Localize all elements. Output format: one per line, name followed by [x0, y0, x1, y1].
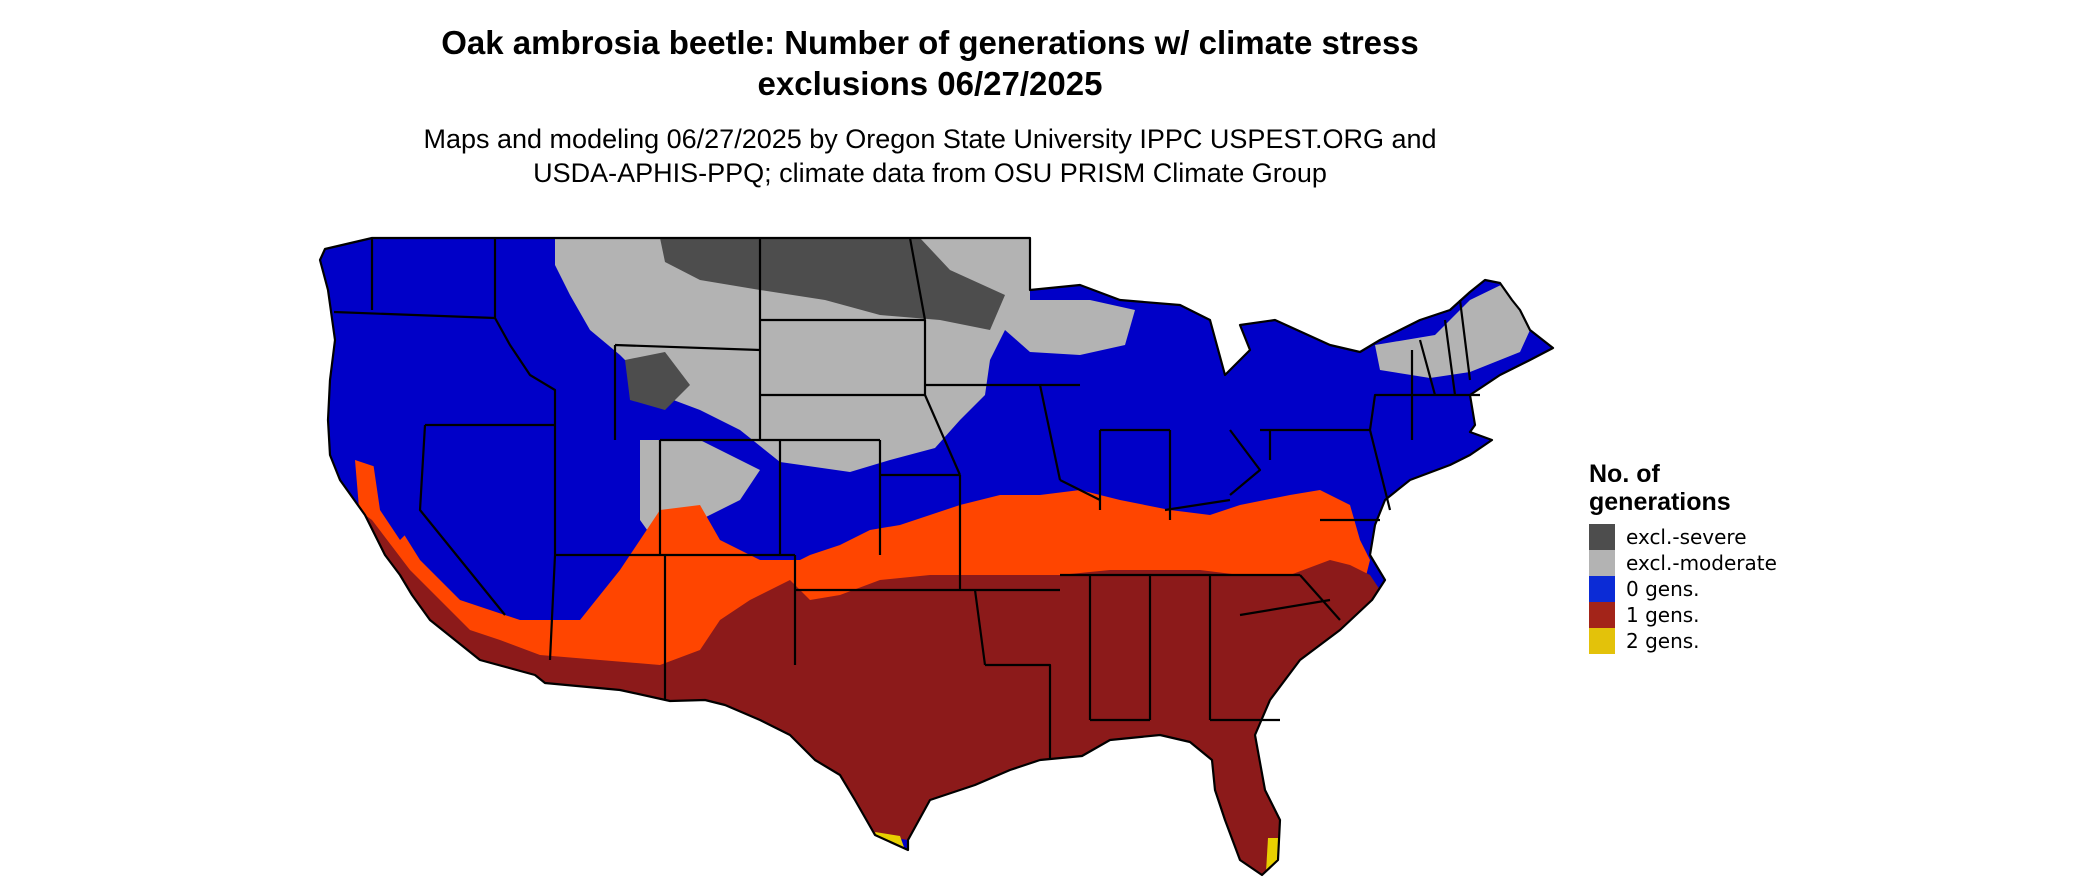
- map-title-line2: exclusions 06/27/2025: [757, 65, 1103, 102]
- map-subtitle-line1: Maps and modeling 06/27/2025 by Oregon S…: [423, 124, 1437, 154]
- legend-swatch: [1589, 524, 1615, 550]
- map-subtitle-line2: USDA-APHIS-PPQ; climate data from OSU PR…: [533, 158, 1327, 188]
- legend-title-line1: No. of: [1589, 460, 1660, 488]
- legend-item: excl.-severe: [1589, 524, 1789, 550]
- generation-zones: [320, 238, 1553, 875]
- map-title: Oak ambrosia beetle: Number of generatio…: [330, 22, 1530, 104]
- map-title-line1: Oak ambrosia beetle: Number of generatio…: [441, 24, 1419, 61]
- legend-swatch: [1589, 550, 1615, 576]
- zone-excl-severe-north: [660, 238, 1005, 330]
- legend-item: 0 gens.: [1589, 576, 1789, 602]
- zone-excl-moderate-great-lakes: [1005, 300, 1135, 355]
- legend-swatch: [1589, 602, 1615, 628]
- legend-label: 0 gens.: [1626, 577, 1700, 601]
- legend-title: No. of generations: [1589, 460, 1789, 516]
- zone-excl-moderate-new-england: [1375, 283, 1530, 378]
- legend: No. of generations excl.-severe excl.-mod…: [1589, 460, 1789, 654]
- zone-zero-generations-sierra: [372, 455, 420, 540]
- legend-label: 1 gens.: [1626, 603, 1700, 627]
- map-subtitle: Maps and modeling 06/27/2025 by Oregon S…: [330, 122, 1530, 190]
- legend-title-line2: generations: [1589, 488, 1731, 516]
- legend-item: 2 gens.: [1589, 628, 1789, 654]
- legend-label: 2 gens.: [1626, 629, 1700, 653]
- legend-swatch: [1589, 628, 1615, 654]
- legend-item: 1 gens.: [1589, 602, 1789, 628]
- zone-excl-severe-yellowstone: [625, 352, 690, 410]
- zone-one-generation: [345, 500, 1380, 875]
- us-outline-border: [318, 236, 1555, 877]
- legend-items: excl.-severe excl.-moderate 0 gens. 1 gens.…: [1589, 524, 1789, 654]
- legend-label: excl.-severe: [1626, 525, 1747, 549]
- state-borders: [318, 236, 1555, 877]
- legend-item: excl.-moderate: [1589, 550, 1789, 576]
- legend-label: excl.-moderate: [1626, 551, 1777, 575]
- legend-swatch: [1589, 576, 1615, 602]
